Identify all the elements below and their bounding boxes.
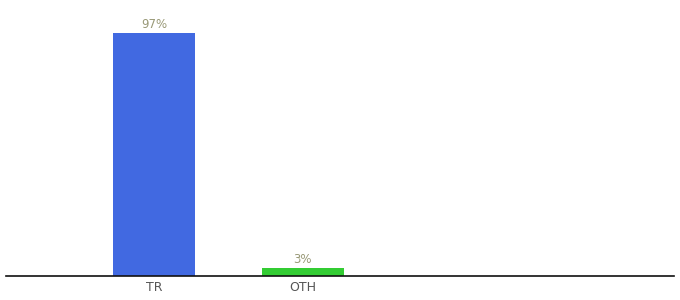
Text: 3%: 3%	[294, 253, 312, 266]
Bar	[262, 268, 343, 276]
Text: 97%: 97%	[141, 18, 167, 31]
Bar	[114, 33, 195, 276]
